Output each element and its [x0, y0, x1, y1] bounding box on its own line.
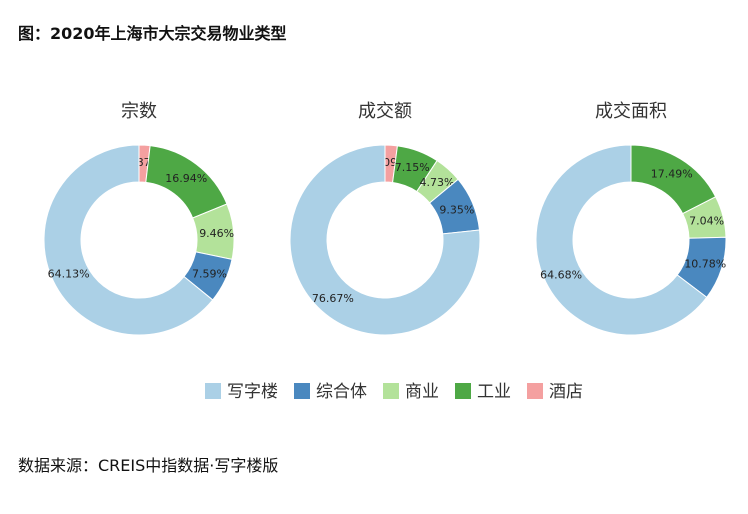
- data-label-写字楼: 64.13%: [48, 268, 90, 281]
- source-note: 数据来源：CREIS中指数据·写字楼版: [18, 456, 279, 475]
- legend-swatch-工业: [455, 383, 471, 399]
- data-label-写字楼: 76.67%: [312, 292, 354, 305]
- legend-label-酒店: 酒店: [549, 382, 583, 402]
- slice-写字楼: [289, 144, 481, 336]
- data-label-工业: 17.49%: [651, 167, 693, 180]
- data-label-商业: 7.04%: [689, 215, 724, 228]
- figure-title: 图：2020年上海市大宗交易物业类型: [18, 24, 287, 43]
- slice-写字楼: [43, 144, 214, 336]
- slice-写字楼: [535, 144, 708, 336]
- legend-label-写字楼: 写字楼: [227, 382, 278, 402]
- chart-title: 宗数: [121, 101, 157, 122]
- legend-label-工业: 工业: [477, 382, 511, 402]
- data-label-工业: 7.15%: [395, 161, 430, 174]
- data-label-综合体: 10.78%: [684, 258, 726, 271]
- data-label-商业: 4.73%: [419, 176, 454, 189]
- data-label-综合体: 9.35%: [439, 204, 474, 217]
- data-label-工业: 16.94%: [165, 172, 207, 185]
- data-label-商业: 9.46%: [199, 227, 234, 240]
- legend-swatch-综合体: [294, 383, 310, 399]
- legend-label-综合体: 综合体: [316, 382, 367, 402]
- data-label-综合体: 7.59%: [192, 268, 227, 281]
- chart-title: 成交额: [358, 101, 412, 122]
- data-label-写字楼: 64.68%: [540, 269, 582, 282]
- legend-swatch-商业: [383, 383, 399, 399]
- chart-title: 成交面积: [595, 101, 667, 122]
- legend-label-商业: 商业: [405, 382, 439, 402]
- legend-swatch-酒店: [527, 383, 543, 399]
- legend-swatch-写字楼: [205, 383, 221, 399]
